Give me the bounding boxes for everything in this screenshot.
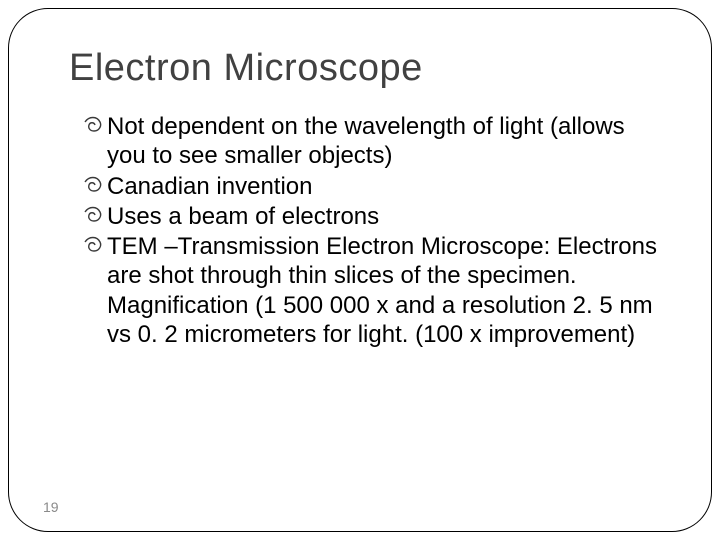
slide: Electron Microscope Not dependent on the… [0, 0, 720, 540]
swirl-bullet-icon [83, 234, 103, 256]
bullet-text: Not dependent on the wavelength of light… [107, 113, 625, 169]
bullet-text: TEM –Transmission Electron Microscope: E… [107, 233, 657, 348]
swirl-bullet-icon [83, 114, 103, 136]
list-item: Uses a beam of electrons [83, 202, 661, 231]
bullet-text: Uses a beam of electrons [107, 203, 379, 230]
list-item: TEM –Transmission Electron Microscope: E… [83, 232, 661, 349]
swirl-bullet-icon [83, 174, 103, 196]
bullet-list: Not dependent on the wavelength of light… [69, 112, 661, 349]
list-item: Not dependent on the wavelength of light… [83, 112, 661, 171]
swirl-bullet-icon [83, 204, 103, 226]
page-number: 19 [43, 499, 59, 515]
bullet-text: Canadian invention [107, 173, 313, 200]
list-item: Canadian invention [83, 172, 661, 201]
slide-title: Electron Microscope [69, 47, 661, 90]
slide-frame: Electron Microscope Not dependent on the… [8, 8, 712, 532]
